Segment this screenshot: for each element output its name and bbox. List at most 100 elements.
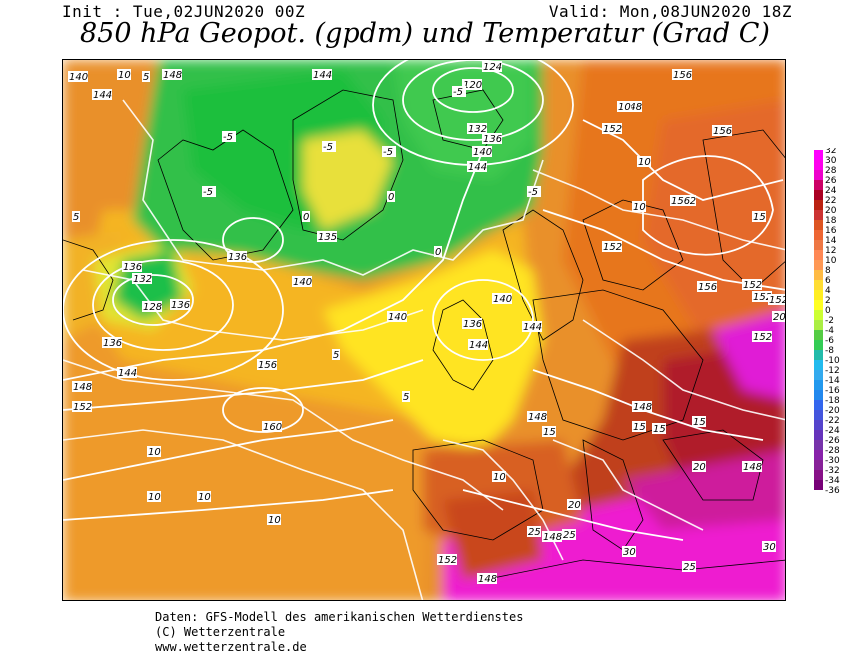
geopotential-label: 156 bbox=[698, 282, 717, 293]
label-background bbox=[482, 61, 502, 72]
legend-swatch bbox=[814, 300, 823, 310]
legend-swatch bbox=[814, 460, 823, 470]
label-background bbox=[527, 186, 541, 197]
geopotential-label: 5 bbox=[73, 212, 79, 223]
legend-swatch bbox=[814, 400, 823, 410]
legend-tick-label: -6 bbox=[825, 336, 834, 346]
label-background bbox=[402, 391, 410, 402]
legend-swatch bbox=[814, 250, 823, 260]
geopotential-label: 15 bbox=[633, 422, 646, 433]
geopotential-label: 140 bbox=[293, 277, 312, 288]
label-background bbox=[468, 339, 488, 350]
label-background bbox=[142, 71, 150, 82]
label-background bbox=[752, 331, 772, 342]
legend-swatch bbox=[814, 360, 823, 370]
legend-tick-label: -28 bbox=[825, 446, 840, 456]
geopotential-label: 120 bbox=[463, 80, 482, 91]
legend-swatch bbox=[814, 150, 823, 160]
label-background bbox=[472, 146, 492, 157]
label-background bbox=[742, 279, 762, 290]
geopotential-label: 0 bbox=[435, 247, 441, 258]
label-background bbox=[322, 141, 336, 152]
label-background bbox=[527, 526, 541, 537]
label-background bbox=[382, 146, 396, 157]
legend-swatch bbox=[814, 420, 823, 430]
geopotential-label: 20 bbox=[693, 462, 706, 473]
label-background bbox=[257, 359, 277, 370]
geopotential-label: -5 bbox=[323, 142, 333, 153]
geopotential-label: 148 bbox=[633, 402, 652, 413]
geopotential-label: 144 bbox=[313, 70, 332, 81]
label-background bbox=[122, 261, 142, 272]
legend-tick-label: -24 bbox=[825, 426, 840, 436]
geopotential-label: 152 bbox=[438, 555, 457, 566]
label-background bbox=[162, 69, 182, 80]
label-background bbox=[292, 276, 312, 287]
label-background bbox=[492, 293, 512, 304]
label-background bbox=[92, 89, 112, 100]
legend-tick-label: 0 bbox=[825, 306, 831, 316]
legend-swatch bbox=[814, 470, 823, 480]
label-background bbox=[752, 211, 766, 222]
legend-tick-label: 8 bbox=[825, 266, 831, 276]
label-background bbox=[527, 411, 547, 422]
label-background bbox=[672, 69, 692, 80]
label-background bbox=[632, 201, 646, 212]
geopotential-label: 136 bbox=[228, 252, 247, 263]
geopotential-label: 25 bbox=[683, 562, 696, 573]
legend-swatch bbox=[814, 200, 823, 210]
label-background bbox=[68, 71, 88, 82]
geopotential-label: 25 bbox=[528, 527, 541, 538]
legend-swatch bbox=[814, 350, 823, 360]
legend-swatch bbox=[814, 270, 823, 280]
label-background bbox=[712, 125, 732, 136]
legend-swatch bbox=[814, 230, 823, 240]
legend-swatch bbox=[814, 320, 823, 330]
legend-tick-label: 22 bbox=[825, 196, 836, 206]
geopotential-label: 152 bbox=[73, 402, 92, 413]
legend-tick-label: 32 bbox=[825, 148, 836, 156]
weather-map: 140 144 148 144 120 124 132 136 140 144 148 152 156 1… bbox=[62, 59, 786, 601]
label-background bbox=[632, 401, 652, 412]
label-background bbox=[117, 367, 137, 378]
legend-swatch bbox=[814, 280, 823, 290]
label-background bbox=[697, 281, 717, 292]
legend-tick-label: -4 bbox=[825, 326, 834, 336]
label-background bbox=[142, 301, 162, 312]
label-background bbox=[542, 531, 562, 542]
label-background bbox=[768, 294, 785, 305]
geopotential-label: 152 bbox=[753, 332, 772, 343]
legend-swatch bbox=[814, 240, 823, 250]
label-background bbox=[117, 69, 131, 80]
temperature-shading bbox=[63, 60, 785, 600]
label-background bbox=[267, 514, 281, 525]
label-background bbox=[227, 251, 247, 262]
legend-swatch bbox=[814, 210, 823, 220]
legend-tick-label: -10 bbox=[825, 356, 840, 366]
geopotential-label: 148 bbox=[543, 532, 562, 543]
geopotential-label: 144 bbox=[469, 340, 488, 351]
geopotential-label: 10 bbox=[118, 70, 131, 81]
geopotential-label: 144 bbox=[523, 322, 542, 333]
legend-tick-label: -30 bbox=[825, 456, 840, 466]
label-background bbox=[462, 318, 482, 329]
label-background bbox=[312, 69, 332, 80]
geopotential-label: 10 bbox=[633, 202, 646, 213]
geopotential-label: 152 bbox=[743, 280, 762, 291]
legend-swatch bbox=[814, 190, 823, 200]
geopotential-label: 10 bbox=[268, 515, 281, 526]
legend-tick-label: -32 bbox=[825, 466, 840, 476]
label-background bbox=[102, 337, 122, 348]
label-background bbox=[132, 273, 152, 284]
label-background bbox=[72, 211, 80, 222]
legend-colorbar: 32302826242220181614121086420-2-4-6-8-10… bbox=[814, 146, 840, 496]
map-title: 850 hPa Geopot. (gpdm) und Temperatur (G… bbox=[80, 18, 770, 49]
label-background bbox=[522, 321, 542, 332]
legend-swatch bbox=[814, 370, 823, 380]
geopotential-label: 30 bbox=[623, 547, 636, 558]
label-background bbox=[482, 133, 502, 144]
legend-swatch bbox=[814, 340, 823, 350]
geopotential-label: 148 bbox=[623, 102, 642, 113]
label-background bbox=[682, 561, 696, 572]
